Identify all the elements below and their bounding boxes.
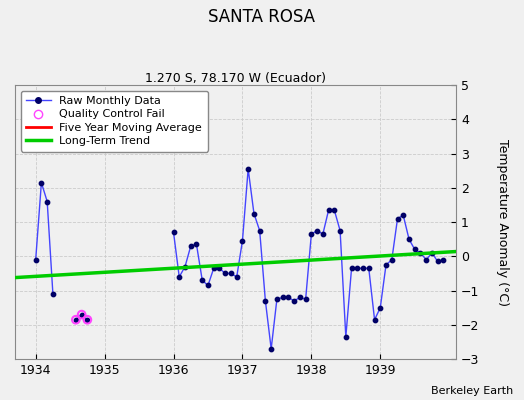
Point — [405, 236, 413, 242]
Point — [410, 246, 419, 253]
Point — [238, 238, 247, 244]
Legend: Raw Monthly Data, Quality Control Fail, Five Year Moving Average, Long-Term Tren: Raw Monthly Data, Quality Control Fail, … — [20, 90, 208, 152]
Point — [250, 210, 258, 217]
Point — [49, 291, 57, 297]
Point — [272, 296, 281, 302]
Point — [244, 166, 253, 172]
Point — [290, 298, 298, 304]
Point — [215, 265, 224, 272]
Point — [307, 231, 315, 237]
Text: SANTA ROSA: SANTA ROSA — [209, 8, 315, 26]
Point — [342, 334, 350, 340]
Point — [204, 282, 212, 289]
Point — [267, 346, 276, 352]
Point — [192, 241, 201, 248]
Point — [31, 256, 40, 263]
Point — [72, 316, 80, 323]
Point — [330, 207, 339, 213]
Point — [198, 277, 206, 284]
Y-axis label: Temperature Anomaly (°C): Temperature Anomaly (°C) — [496, 138, 509, 306]
Point — [376, 304, 385, 311]
Point — [278, 294, 287, 301]
Point — [365, 265, 373, 272]
Point — [433, 258, 442, 265]
Point — [296, 294, 304, 301]
Point — [336, 228, 344, 234]
Point — [388, 256, 396, 263]
Point — [313, 228, 321, 234]
Point — [181, 264, 189, 270]
Point — [359, 265, 367, 272]
Point — [347, 265, 356, 272]
Point — [439, 256, 447, 263]
Point — [394, 216, 402, 222]
Point — [37, 180, 46, 186]
Point — [416, 250, 424, 256]
Point — [187, 243, 195, 249]
Point — [284, 294, 292, 301]
Point — [422, 256, 430, 263]
Point — [370, 316, 379, 323]
Point — [43, 198, 51, 205]
Point — [256, 228, 264, 234]
Point — [72, 316, 80, 323]
Point — [399, 212, 408, 218]
Point — [169, 229, 178, 236]
Point — [428, 250, 436, 256]
Point — [301, 296, 310, 302]
Point — [382, 262, 390, 268]
Point — [83, 316, 92, 323]
Point — [261, 298, 269, 304]
Title: 1.270 S, 78.170 W (Ecuador): 1.270 S, 78.170 W (Ecuador) — [145, 72, 326, 85]
Point — [319, 231, 327, 237]
Point — [221, 270, 230, 277]
Point — [324, 207, 333, 213]
Point — [210, 265, 218, 272]
Text: Berkeley Earth: Berkeley Earth — [431, 386, 514, 396]
Point — [78, 311, 86, 318]
Point — [175, 274, 183, 280]
Point — [227, 270, 235, 277]
Point — [233, 274, 241, 280]
Point — [83, 316, 92, 323]
Point — [78, 311, 86, 318]
Point — [353, 265, 362, 272]
